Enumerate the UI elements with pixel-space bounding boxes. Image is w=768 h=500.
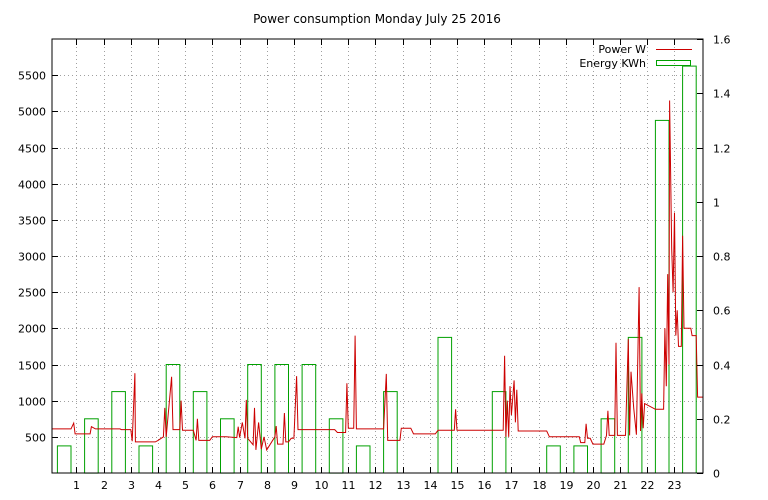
y-left-tick-label: 4000: [18, 179, 46, 192]
x-tick-label: 1: [73, 479, 80, 492]
y-left-tick-label: 1000: [18, 396, 46, 409]
y-right-tick-label: 0.6: [713, 305, 731, 318]
y-left-tick-label: 5500: [18, 70, 46, 83]
energy-bar: [573, 445, 589, 474]
x-tick-label: 21: [614, 479, 628, 492]
energy-bar: [274, 364, 289, 474]
x-tick-label: 9: [291, 479, 298, 492]
x-tick-label: 10: [315, 479, 329, 492]
y-right-tick-label: 1: [713, 197, 720, 210]
y-right-tick-label: 0.8: [713, 251, 731, 264]
energy-bar: [192, 391, 208, 474]
x-tick-label: 23: [668, 479, 682, 492]
x-tick-label: 7: [237, 479, 244, 492]
y-right-tick-label: 1.4: [713, 88, 731, 101]
power-line: [52, 100, 703, 452]
x-tick-label: 22: [641, 479, 655, 492]
x-tick-label: 16: [478, 479, 492, 492]
y-left-tick-label: 1500: [18, 360, 46, 373]
x-tick-label: 8: [264, 479, 271, 492]
energy-bar: [383, 391, 398, 474]
y-right-tick-label: 0.2: [713, 414, 731, 427]
y-left-tick-label: 4500: [18, 143, 46, 156]
x-tick-label: 18: [533, 479, 547, 492]
legend-label-power: Power W: [598, 43, 646, 56]
x-tick-label: 14: [424, 479, 438, 492]
x-tick-label: 15: [451, 479, 465, 492]
y-left-tick-label: 500: [25, 432, 46, 445]
energy-bar: [682, 65, 697, 474]
energy-bar: [355, 445, 371, 474]
energy-bar: [437, 336, 453, 474]
axes: 500 1000 1500 2000 2500 3000 3500 4000 4500 5000 5…: [18, 34, 731, 493]
y-left-tick-label: 3500: [18, 215, 46, 228]
energy-bars: [56, 65, 697, 474]
x-tick-label: 4: [155, 479, 162, 492]
y-right-tick-label: 1.6: [713, 34, 731, 47]
x-tick-label: 11: [342, 479, 356, 492]
y-right-tick-label: 0: [713, 468, 720, 481]
energy-bar: [138, 445, 154, 474]
x-tick-label: 3: [128, 479, 135, 492]
energy-bar: [111, 391, 126, 474]
chart-title: Power consumption Monday July 25 2016: [253, 12, 501, 26]
y-right-tick-label: 0.4: [713, 360, 731, 373]
y-right-tick-label: 1.2: [713, 143, 731, 156]
x-tick-label: 6: [209, 479, 216, 492]
x-tick-label: 5: [182, 479, 189, 492]
energy-bar: [56, 445, 72, 474]
x-tick-label: 2: [101, 479, 108, 492]
energy-bar: [600, 418, 616, 474]
x-tick-label: 20: [587, 479, 601, 492]
y-left-tick-label: 5000: [18, 106, 46, 119]
legend: Power W Energy KWh: [579, 43, 692, 70]
energy-bar: [301, 364, 317, 474]
x-tick-label: 17: [505, 479, 519, 492]
energy-bar: [220, 418, 235, 474]
power-line-layer: [52, 100, 703, 452]
legend-label-energy: Energy KWh: [579, 57, 646, 70]
x-tick-label: 19: [560, 479, 574, 492]
grid: [52, 39, 703, 473]
y-left-tick-label: 2000: [18, 323, 46, 336]
y-left-tick-label: 2500: [18, 287, 46, 300]
energy-bar: [328, 418, 344, 474]
x-tick-label: 12: [369, 479, 383, 492]
y-left-tick-label: 3000: [18, 251, 46, 264]
x-tick-label: 13: [397, 479, 411, 492]
energy-bar: [546, 445, 561, 474]
legend-swatch-energy: [656, 60, 691, 66]
plot-frame: [51, 38, 704, 474]
